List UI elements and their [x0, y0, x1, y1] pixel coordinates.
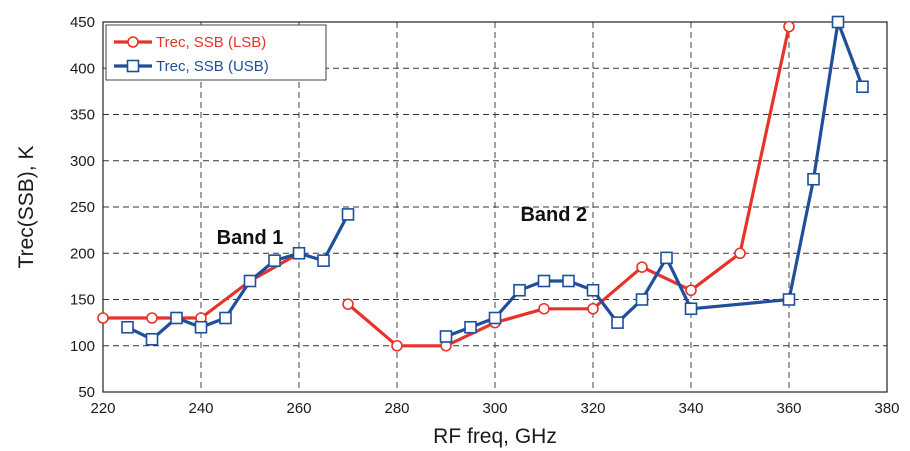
x-tick-label: 240 [188, 400, 213, 417]
data-point [268, 254, 281, 267]
y-tick-label: 150 [70, 292, 95, 309]
legend: Trec, SSB (LSB) Trec, SSB (USB) [105, 24, 327, 81]
data-point [537, 274, 551, 288]
data-point [391, 339, 403, 352]
data-point [685, 284, 697, 297]
series-layer [97, 15, 869, 352]
data-point [194, 320, 208, 334]
series-lsb [97, 20, 795, 352]
y-tick-label: 300 [70, 153, 95, 170]
data-point [219, 311, 232, 325]
data-point [538, 302, 550, 315]
data-point [97, 312, 109, 324]
data-point [807, 172, 820, 186]
legend-label: Trec, SSB (USB) [156, 58, 269, 75]
data-point [342, 298, 354, 310]
data-point [341, 208, 355, 221]
data-point [856, 80, 869, 94]
band-annotation: Band 2 [520, 204, 587, 226]
data-point [635, 293, 649, 306]
y-tick-label: 400 [70, 60, 95, 77]
y-tick-label: 350 [70, 107, 95, 124]
data-point [464, 320, 477, 334]
ticks: 220 240 260 280 300 320 340 360 380 50 100 150 200 25… [70, 14, 900, 417]
data-point [243, 274, 257, 288]
data-point [734, 247, 746, 260]
data-point [562, 274, 575, 288]
legend-box [105, 24, 327, 81]
plot-frame [102, 21, 888, 393]
annotations: Band 1 Band 2 [217, 204, 587, 249]
legend-label: Trec, SSB (LSB) [156, 34, 266, 51]
data-point [439, 330, 453, 343]
x-tick-label: 260 [286, 400, 311, 417]
band-annotation: Band 1 [217, 227, 284, 249]
data-point [684, 302, 698, 316]
x-tick-label: 220 [90, 400, 115, 417]
series-line [346, 25, 791, 348]
data-point [170, 311, 183, 325]
x-tick-label: 360 [776, 400, 801, 417]
series-line [444, 20, 865, 339]
data-point [782, 293, 796, 306]
data-point [513, 283, 526, 297]
y-tick-label: 200 [70, 245, 95, 262]
data-point [488, 311, 502, 325]
data-point [587, 302, 599, 315]
legend-entry: Trec, SSB (USB) [114, 58, 269, 75]
x-axis-title: RF freq, GHz [433, 425, 557, 448]
data-point [145, 332, 159, 346]
y-tick-label: 100 [70, 338, 95, 355]
x-tick-label: 340 [678, 400, 703, 417]
x-tick-label: 320 [580, 400, 605, 417]
data-point [831, 15, 845, 29]
x-tick-label: 280 [384, 400, 409, 417]
legend-marker [127, 36, 139, 48]
data-point [586, 283, 600, 297]
data-point [660, 251, 673, 265]
legend-marker [126, 59, 140, 73]
data-point [636, 261, 648, 273]
data-point [292, 246, 306, 260]
series-usb [121, 15, 869, 346]
y-axis-title: Trec(SSB), K [15, 146, 38, 269]
y-tick-label: 450 [70, 14, 95, 31]
data-point [611, 316, 624, 329]
y-tick-label: 250 [70, 199, 95, 216]
data-point [121, 320, 134, 334]
series-line [125, 212, 350, 341]
x-tick-label: 380 [874, 400, 899, 417]
data-point [317, 254, 330, 267]
legend-entry: Trec, SSB (LSB) [114, 34, 266, 51]
data-point [783, 20, 795, 33]
x-tick-label: 300 [482, 400, 507, 417]
data-point [146, 312, 158, 324]
y-tick-label: 50 [78, 384, 95, 401]
